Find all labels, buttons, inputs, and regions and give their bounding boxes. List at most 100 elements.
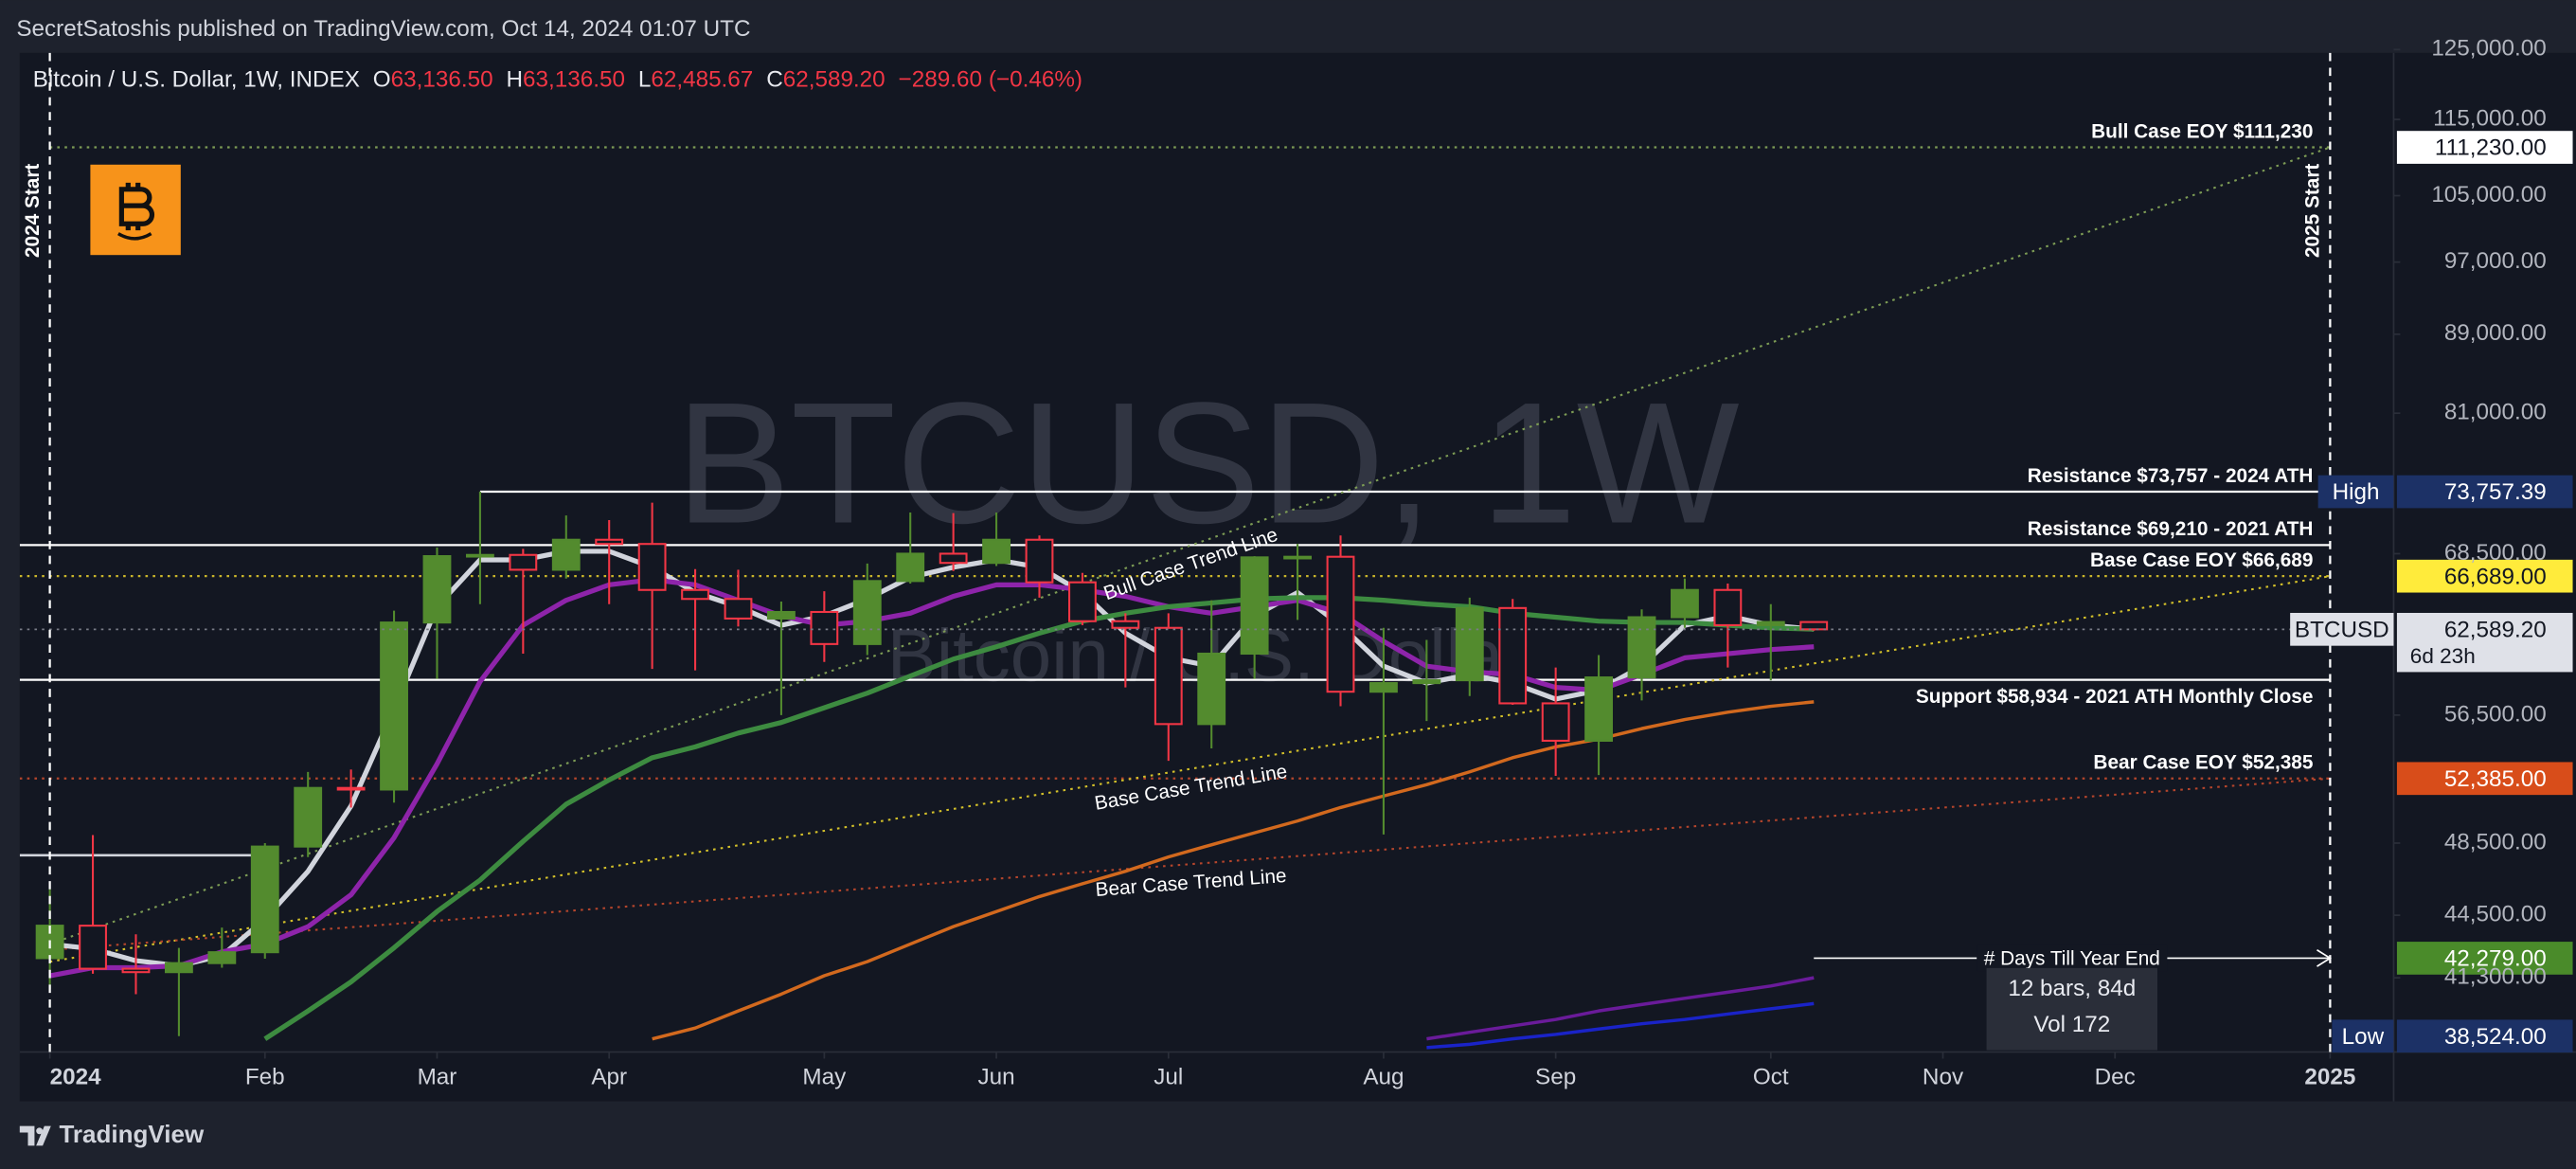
candle-body <box>465 553 494 558</box>
legend-key: C <box>766 67 783 93</box>
candle-body <box>1369 682 1398 693</box>
candle-body <box>982 538 1011 565</box>
price-tag-box <box>2317 475 2394 509</box>
publish-header: SecretSatoshis published on TradingView.… <box>16 16 750 42</box>
level-label: Resistance $69,210 - 2021 ATH <box>2028 518 2314 540</box>
candle-body <box>810 610 839 645</box>
measure-vol: Vol 172 <box>2033 1012 2110 1037</box>
candle-body <box>422 555 452 624</box>
legend-key: H <box>506 67 523 93</box>
candle-body <box>1240 556 1269 656</box>
y-tick-label: 105,000.00 <box>2431 182 2546 207</box>
level-label: Support $58,934 - 2021 ATH Monthly Close <box>1916 686 2314 708</box>
candle-body <box>1025 538 1054 584</box>
axis-price-box <box>2396 475 2573 509</box>
x-tick-label: May <box>802 1065 847 1090</box>
candle-body <box>595 538 624 546</box>
candle-body <box>1713 588 1743 626</box>
level-label: Resistance $73,757 - 2024 ATH <box>2028 465 2314 487</box>
candle-body <box>1756 620 1785 626</box>
x-tick-label: Apr <box>591 1065 627 1090</box>
ma-line <box>652 700 1815 1041</box>
axis-price-label: 38,524.00 <box>2444 1024 2547 1050</box>
candle-body <box>1068 581 1097 622</box>
candle-body <box>1154 626 1183 726</box>
axis-price-label: 111,230.00 <box>2435 135 2547 161</box>
candle-body <box>509 553 538 571</box>
candle-body <box>1584 676 1613 742</box>
y-tick-label: 48,500.00 <box>2444 829 2547 854</box>
price-tag: Low <box>2342 1024 2385 1050</box>
axis-price-box <box>2396 762 2573 796</box>
tradingview-logo <box>19 1125 51 1146</box>
ma-line <box>1426 976 1815 1041</box>
candle-body <box>724 598 753 620</box>
x-tick-label: Oct <box>1753 1065 1789 1090</box>
candle-body <box>939 552 968 565</box>
candle-body <box>1541 702 1570 742</box>
candle-body <box>551 538 581 571</box>
candle-body <box>336 786 366 791</box>
candle-body <box>766 610 796 620</box>
measure-arrow <box>2317 949 2333 967</box>
y-tick-label: 41,300.00 <box>2444 964 2547 990</box>
legend-value: 63,136.50 <box>391 67 493 93</box>
x-tick-label: 2025 <box>2304 1065 2355 1090</box>
candle-body <box>852 580 882 645</box>
x-tick-label: Aug <box>1363 1065 1404 1090</box>
price-tag-box <box>2290 612 2394 646</box>
year-marker-label: 2024 Start <box>22 164 44 258</box>
legend-key: L <box>638 67 652 93</box>
candle-body <box>1326 555 1355 693</box>
legend-change-pct: (−0.46%) <box>989 67 1082 93</box>
candle-body <box>681 588 709 601</box>
axis-price-label: 52,385.00 <box>2444 766 2547 792</box>
measure-label: # Days Till Year End <box>1984 948 2160 970</box>
price-tag-box <box>2332 1019 2394 1053</box>
y-tick-label: 125,000.00 <box>2431 36 2546 62</box>
x-tick-label: Nov <box>1923 1065 1964 1090</box>
candle-body <box>637 543 667 591</box>
axis-price-label: 42,279.00 <box>2444 946 2547 972</box>
x-tick-label: Sep <box>1535 1065 1576 1090</box>
candle-body <box>380 621 408 791</box>
watermark-title: BTCUSD, 1W <box>675 366 1739 559</box>
axis-price-box <box>2396 1019 2573 1053</box>
candle-body <box>1412 679 1441 685</box>
x-tick-label: Jul <box>1154 1065 1183 1090</box>
price-countdown: 6d 23h <box>2410 644 2476 668</box>
price-tag: High <box>2333 479 2380 505</box>
axis-price-box <box>2396 942 2573 975</box>
y-tick-label: 56,500.00 <box>2444 701 2547 727</box>
candle-body <box>896 552 925 583</box>
axis-price-box <box>2396 559 2573 593</box>
candle-body <box>1627 616 1656 679</box>
level-label: Bull Case EOY $111,230 <box>2091 120 2313 142</box>
x-tick-label: Mar <box>418 1065 457 1090</box>
candle-body <box>207 951 237 964</box>
measure-box <box>1986 967 2158 1051</box>
candle-body <box>294 786 323 848</box>
candle-body <box>121 967 151 974</box>
x-tick-label: 2024 <box>50 1065 101 1090</box>
candle-body <box>1111 620 1140 629</box>
y-tick-label: 115,000.00 <box>2433 105 2547 131</box>
candle-body <box>164 962 193 974</box>
legend-key: O <box>373 67 391 93</box>
level-label: Base Case EOY $66,689 <box>2090 549 2314 571</box>
candle-body <box>250 845 279 954</box>
ma-line <box>1426 1001 1815 1050</box>
year-marker-label: 2025 Start <box>2302 164 2324 258</box>
y-tick-label: 89,000.00 <box>2444 320 2547 346</box>
y-tick-label: 81,000.00 <box>2444 400 2547 425</box>
legend-value: 63,136.50 <box>523 67 625 93</box>
candle-body <box>1498 606 1528 705</box>
axis-price-box <box>2396 131 2573 164</box>
candle-body <box>1671 588 1699 619</box>
y-tick-label: 44,500.00 <box>2444 902 2547 927</box>
x-tick-label: Jun <box>978 1065 1015 1090</box>
axis-price-label: 62,589.20 <box>2444 617 2547 642</box>
